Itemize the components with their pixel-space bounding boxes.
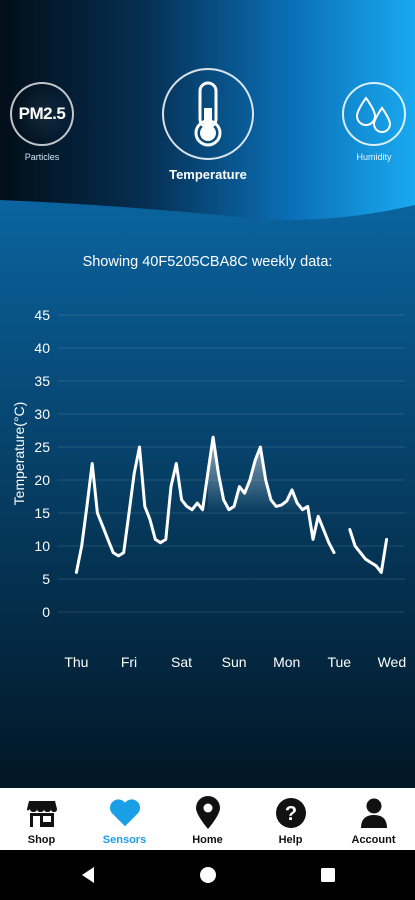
account-icon [357, 796, 391, 830]
series-line [74, 435, 336, 574]
recents-icon[interactable] [318, 865, 338, 885]
x-tick-label: Sat [171, 654, 192, 670]
series-area [207, 437, 308, 513]
pm25-icon: PM2.5 [10, 82, 74, 146]
x-tick-label: Mon [273, 654, 300, 670]
showing-data-text: Showing 40F5205CBA8C weekly data: [82, 254, 333, 270]
y-tick-label: 40 [34, 340, 50, 356]
nav-help-label: Help [278, 834, 303, 846]
y-tick-label: 35 [34, 373, 50, 389]
shop-icon [25, 796, 59, 830]
y-tick-label: 10 [34, 538, 50, 554]
y-tick-label: 15 [34, 505, 50, 521]
tab-particles[interactable]: PM2.5 Particles [8, 82, 76, 162]
water-drops-icon [342, 82, 406, 146]
app-screen: PM2.5 Particles Temperature Humidity Sho… [0, 0, 415, 788]
x-tick-label: Sun [222, 654, 247, 670]
tab-temperature[interactable]: Temperature [160, 68, 256, 182]
y-tick-label: 20 [34, 472, 50, 488]
help-icon: ? [274, 796, 308, 830]
nav-shop-label: Shop [27, 834, 56, 846]
nav-sensors-label: Sensors [102, 834, 147, 846]
bottom-nav: Shop Sensors Home ? Help [0, 788, 415, 850]
location-pin-icon [191, 796, 225, 830]
x-tick-label: Fri [121, 654, 137, 670]
tab-particles-label: Particles [24, 152, 60, 162]
y-tick-label: 5 [42, 571, 50, 587]
nav-home-label: Home [192, 834, 223, 846]
y-tick-label: 0 [42, 604, 50, 620]
y-tick-label: 30 [34, 406, 50, 422]
home-circle-icon[interactable] [198, 865, 218, 885]
back-icon[interactable] [78, 865, 98, 885]
nav-help[interactable]: ? Help [249, 788, 332, 846]
nav-shop[interactable]: Shop [0, 788, 83, 846]
x-tick-label: Thu [64, 654, 88, 670]
pm25-icon-text: PM2.5 [18, 104, 66, 123]
tab-humidity-label: Humidity [356, 152, 392, 162]
x-tick-label: Wed [378, 654, 407, 670]
y-axis-label: Temperature(°C) [11, 402, 27, 506]
temperature-chart: 0 5 10 15 20 25 30 35 40 45 Temperature(°C) Thu Fri S… [11, 307, 407, 670]
svg-text:?: ? [284, 803, 296, 825]
tab-temperature-label: Temperature [169, 167, 247, 182]
y-tick-label: 25 [34, 439, 50, 455]
thermometer-icon [162, 68, 254, 160]
nav-account[interactable]: Account [332, 788, 415, 846]
tab-humidity[interactable]: Humidity [340, 82, 408, 162]
heart-icon [108, 796, 142, 830]
system-nav-bar [0, 850, 415, 900]
nav-sensors[interactable]: Sensors [83, 788, 166, 846]
x-tick-label: Tue [327, 654, 351, 670]
nav-home[interactable]: Home [166, 788, 249, 846]
series-line [348, 528, 389, 574]
nav-account-label: Account [351, 834, 396, 846]
y-tick-label: 45 [34, 307, 50, 323]
